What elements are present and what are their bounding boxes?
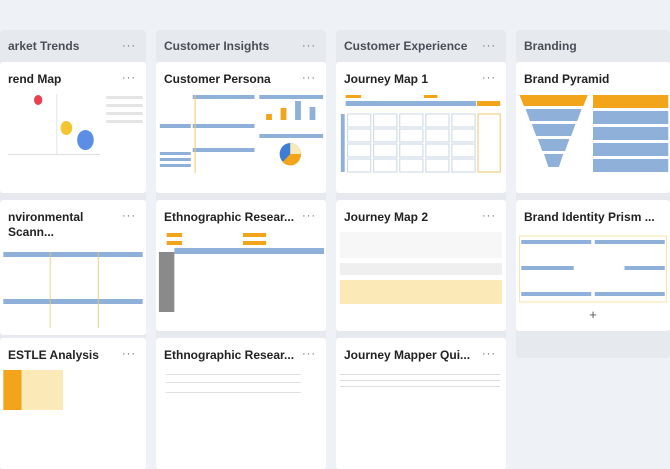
card-menu-button[interactable]: ··· [302, 210, 316, 222]
ethnographic-thumbnail [165, 374, 301, 393]
column-customer-insights: Customer Insights ··· Customer Persona ···… [156, 30, 326, 469]
card-pestle-analysis[interactable]: ESTLE Analysis ··· [0, 338, 146, 469]
card-ethnographic-research-2[interactable]: Ethnographic Resear... ··· [156, 338, 326, 469]
column-menu-button[interactable]: ··· [122, 40, 136, 52]
card-customer-persona[interactable]: Customer Persona ··· [156, 62, 326, 193]
card-brand-pyramid[interactable]: Brand Pyramid [516, 62, 670, 193]
trend-map-thumbnail [8, 94, 143, 155]
card-title: Customer Persona [164, 72, 271, 86]
column-title: Customer Insights [164, 39, 270, 53]
column-menu-button[interactable]: ··· [482, 40, 496, 52]
card-menu-button[interactable]: ··· [482, 210, 496, 222]
card-ethnographic-research-1[interactable]: Ethnographic Resear... ··· [156, 200, 326, 331]
add-card-button[interactable]: + [589, 306, 597, 322]
card-menu-button[interactable]: ··· [302, 348, 316, 360]
card-journey-map-1[interactable]: Journey Map 1 ··· [336, 62, 506, 193]
card-environmental-scanning[interactable]: nvironmental Scann... ··· [0, 200, 146, 335]
card-journey-map-2[interactable]: Journey Map 2 ··· [336, 200, 506, 331]
pestle-thumbnail [3, 370, 64, 410]
card-menu-button[interactable]: ··· [122, 348, 136, 360]
column-customer-experience: Customer Experience ··· Journey Map 1 ··· … [336, 30, 506, 469]
card-menu-button[interactable]: ··· [122, 72, 136, 84]
card-title: Journey Map 1 [344, 72, 429, 86]
column-title: arket Trends [8, 39, 80, 53]
card-journey-mapper-quick[interactable]: Journey Mapper Qui... ··· [336, 338, 506, 469]
card-title: Journey Map 2 [344, 210, 429, 224]
column-title: Customer Experience [344, 39, 468, 53]
brand-pyramid-thumbnail [519, 95, 669, 172]
card-title: Ethnographic Resear... [164, 210, 295, 224]
card-menu-button[interactable]: ··· [302, 72, 316, 84]
card-title: ESTLE Analysis [8, 348, 99, 362]
card-menu-button[interactable]: ··· [122, 210, 136, 222]
brand-prism-thumbnail [519, 235, 667, 303]
card-menu-button[interactable]: ··· [482, 348, 496, 360]
card-title: Brand Pyramid [524, 72, 610, 86]
environmental-scan-thumbnail [3, 252, 143, 328]
journey-map-thumbnail [339, 232, 503, 304]
card-trend-map[interactable]: rend Map ··· [0, 62, 146, 193]
card-title: Ethnographic Resear... [164, 348, 295, 362]
column-market-trends: arket Trends ··· rend Map ··· nvironmental… [0, 30, 146, 469]
journey-mapper-thumbnail [339, 374, 501, 387]
column-branding: Branding Brand Pyramid Brand Identity Pr… [516, 30, 670, 358]
column-title: Branding [524, 39, 577, 53]
card-title: nvironmental Scann... [8, 210, 84, 239]
card-brand-identity-prism[interactable]: Brand Identity Prism ... [516, 200, 670, 331]
card-menu-button[interactable]: ··· [482, 72, 496, 84]
card-title: rend Map [8, 72, 62, 86]
journey-map-thumbnail [340, 95, 501, 173]
persona-thumbnail [159, 95, 324, 173]
card-title: Brand Identity Prism ... [524, 210, 655, 224]
card-title: Journey Mapper Qui... [344, 348, 471, 362]
ethnographic-thumbnail [158, 233, 325, 312]
column-menu-button[interactable]: ··· [302, 40, 316, 52]
